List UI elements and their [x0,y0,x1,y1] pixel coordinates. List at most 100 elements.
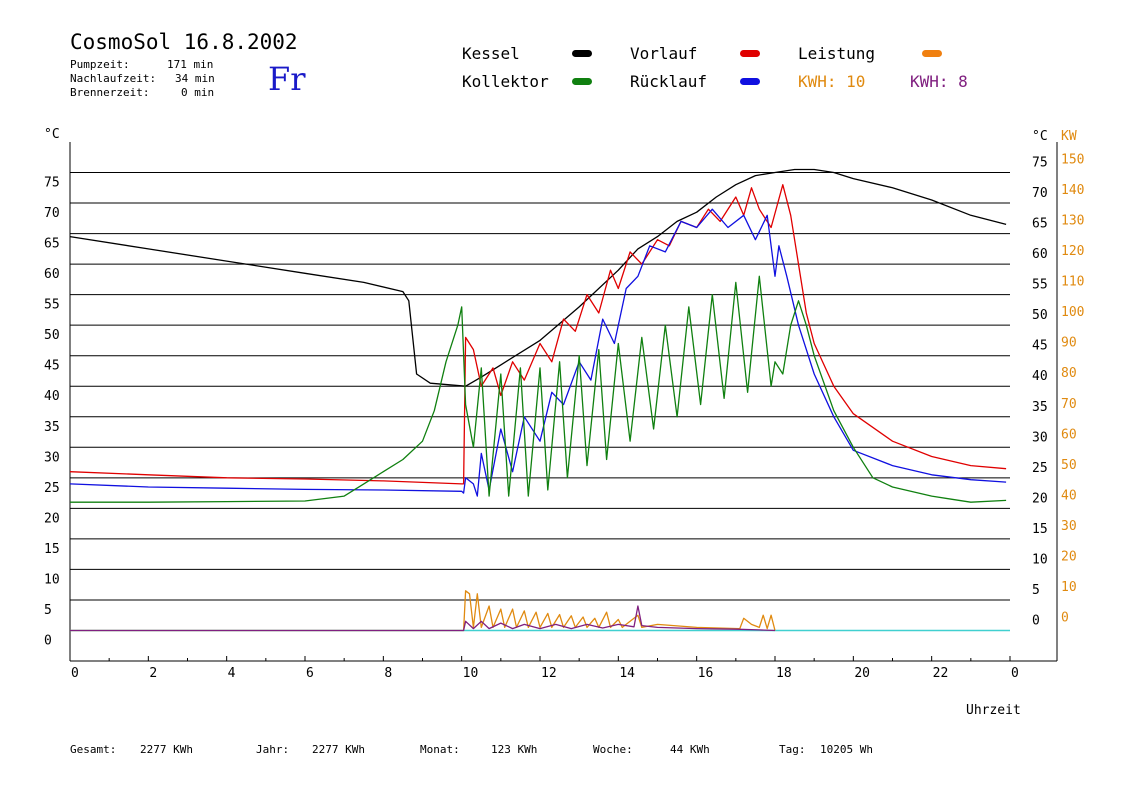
stat-row: Pumpzeit: 171 min [70,58,213,71]
y-tick-label-left: 25 [44,481,60,496]
power-axis-unit: KW [1061,129,1077,144]
power-tick-label: 30 [1061,519,1077,534]
stat-row: Brennerzeit: 0 min [70,86,214,99]
y-tick-label-left: 40 [44,389,60,404]
y-tick-label-right: 15 [1032,522,1048,537]
power-tick-label: 0 [1061,610,1069,625]
x-axis-label: Uhrzeit [966,703,1021,718]
stat-value: 34 min [175,72,215,85]
y-axis-unit-right: °C [1032,129,1048,144]
power-tick-label: 40 [1061,488,1077,503]
y-tick-label-left: 75 [44,176,60,191]
y-tick-label-right: 20 [1032,491,1048,506]
y-tick-label-left: 30 [44,450,60,465]
y-tick-label-right: 60 [1032,247,1048,262]
legend-swatch-kollektor [572,78,592,85]
series-line-kollektor [70,275,1007,503]
y-tick-label-right: 75 [1032,156,1048,171]
legend-label-vorlauf: Vorlauf [630,44,698,63]
y-tick-label-right: 35 [1032,400,1048,415]
legend-swatch-leistung [922,50,942,57]
y-tick-label-right: 10 [1032,552,1048,567]
legend-swatch-vorlauf [740,50,760,57]
y-tick-label-left: 60 [44,267,60,282]
footer-woche-value: 44 KWh [670,743,710,756]
y-tick-label-left: 65 [44,237,60,252]
y-tick-label-left: 45 [44,359,60,374]
power-tick-label: 90 [1061,336,1077,351]
x-tick-label: 0 [71,666,79,681]
footer-monat-value: 123 KWh [491,743,538,756]
footer-gesamt-value: 2277 KWh [140,743,193,756]
power-tick-label: 110 [1061,275,1084,290]
page-title: CosmoSol 16.8.2002 [70,30,298,54]
footer-tag-value: 10205 Wh [820,743,873,756]
footer-tag-label: Tag: [779,743,806,756]
x-tick-label: 12 [541,666,557,681]
stat-value: 0 min [181,86,215,99]
footer-jahr-value: 2277 KWh [312,743,365,756]
y-axis-unit-left: °C [44,127,60,142]
legend-label-leistung: Leistung [798,44,876,63]
power-tick-label: 10 [1061,580,1077,595]
x-tick-label: 2 [149,666,157,681]
x-tick-label: 0 [1011,666,1019,681]
power-tick-label: 120 [1061,244,1084,259]
y-tick-label-right: 0 [1032,613,1040,628]
footer-jahr-label: Jahr: [256,743,290,756]
legend-swatch-kessel [572,50,592,57]
y-tick-label-right: 50 [1032,308,1048,323]
power-tick-label: 150 [1061,153,1084,168]
y-tick-label-right: 55 [1032,278,1048,293]
y-tick-label-left: 55 [44,298,60,313]
x-tick-label: 14 [619,666,635,681]
series-line-kessel [69,168,1007,387]
y-tick-label-left: 15 [44,542,60,557]
y-tick-label-left: 35 [44,420,60,435]
y-tick-label-left: 0 [44,633,52,648]
power-tick-label: 140 [1061,183,1084,198]
legend-swatch-ruecklauf [740,78,760,85]
series-line-leistung-2 [70,605,776,632]
stat-row: Nachlaufzeit: 34 min [70,72,215,85]
legend-label-ruecklauf: Rücklauf [630,72,708,91]
stat-label: Brennerzeit: [70,86,150,99]
x-tick-label: 4 [228,666,236,681]
kwh-total-2: KWH: 8 [910,72,968,91]
power-tick-label: 80 [1061,366,1077,381]
power-tick-label: 70 [1061,397,1077,412]
kwh-total-1: KWH: 10 [798,72,866,91]
x-tick-label: 20 [854,666,870,681]
stat-label: Nachlaufzeit: [70,72,157,85]
y-tick-label-right: 70 [1032,186,1048,201]
footer-monat-label: Monat: [420,743,460,756]
y-tick-label-left: 20 [44,511,60,526]
power-tick-label: 100 [1061,305,1084,320]
x-tick-label: 18 [776,666,792,681]
y-tick-label-right: 65 [1032,217,1048,232]
x-tick-label: 10 [463,666,479,681]
power-tick-label: 130 [1061,214,1084,229]
series-line-r-cklauf [69,208,1007,497]
power-tick-label: 20 [1061,549,1077,564]
y-tick-label-left: 10 [44,572,60,587]
footer-woche-label: Woche: [593,743,633,756]
legend-label-kollektor: Kollektor [462,72,549,91]
power-tick-label: 50 [1061,458,1077,473]
x-tick-label: 6 [306,666,314,681]
weekday-label: Fr [268,60,306,98]
power-tick-label: 60 [1061,427,1077,442]
series-line-leistung [70,590,776,632]
stat-value: 171 min [167,58,214,71]
y-tick-label-right: 5 [1032,583,1040,598]
y-tick-label-right: 25 [1032,461,1048,476]
y-tick-label-left: 70 [44,206,60,221]
y-tick-label-left: 50 [44,328,60,343]
y-tick-label-right: 45 [1032,339,1048,354]
y-tick-label-left: 5 [44,603,52,618]
series-line-vorlauf [69,184,1007,485]
y-tick-label-right: 40 [1032,369,1048,384]
legend-label-kessel: Kessel [462,44,520,63]
y-tick-label-right: 30 [1032,430,1048,445]
